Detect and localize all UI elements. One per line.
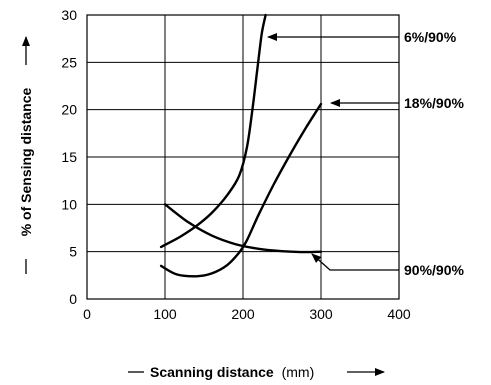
annotation-arrow-3: [311, 253, 399, 271]
x-tick-label-200: 200: [231, 306, 255, 322]
x-tick-label-400: 400: [387, 306, 411, 322]
x-axis-label-group: Scanning distance (mm): [128, 364, 385, 380]
y-tick-label-5: 5: [69, 244, 77, 260]
x-tick-label-100: 100: [153, 306, 177, 322]
y-tick-label-25: 25: [61, 54, 77, 70]
tick-labels: 0 100 200 300 400 0 5 10 15 20 25 30: [61, 7, 410, 322]
y-tick-label-15: 15: [61, 149, 77, 165]
annotations: 6%/90% 18%/90% 90%/90%: [267, 29, 464, 278]
y-tick-label-10: 10: [61, 196, 77, 212]
plot-frame: [86, 14, 400, 300]
x-axis-label: Scanning distance (mm): [150, 364, 314, 380]
y-tick-label-0: 0: [69, 291, 77, 307]
x-tick-label-300: 300: [309, 306, 333, 322]
grid: [86, 14, 400, 300]
series-line-3: [163, 203, 323, 254]
y-tick-label-30: 30: [61, 7, 77, 23]
annotation-label-2: 18%/90%: [404, 95, 464, 111]
y-axis-label: % of Sensing distance: [18, 87, 34, 236]
x-tick-label-0: 0: [83, 306, 91, 322]
series-line-2: [159, 102, 323, 278]
annotation-label-1: 6%/90%: [404, 29, 457, 45]
y-axis-label-group: % of Sensing distance: [18, 36, 34, 274]
series-line-1: [159, 13, 267, 249]
data-series: [159, 13, 323, 278]
x-axis-label-text: Scanning distance: [150, 364, 274, 380]
x-axis-label-unit: (mm): [282, 364, 315, 380]
y-tick-label-20: 20: [61, 102, 77, 118]
annotation-label-3: 90%/90%: [404, 262, 464, 278]
